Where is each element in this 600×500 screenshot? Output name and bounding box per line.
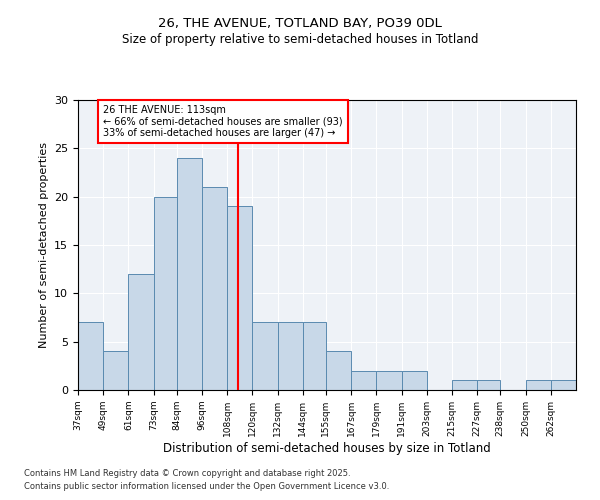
Bar [253,322,278,390]
Text: Contains public sector information licensed under the Open Government Licence v3: Contains public sector information licen… [24,482,389,491]
Bar [351,370,376,390]
Bar [177,158,202,390]
Bar [227,206,253,390]
X-axis label: Distribution of semi-detached houses by size in Totland: Distribution of semi-detached houses by … [163,442,491,454]
Bar [78,322,103,390]
Bar [477,380,500,390]
Bar [278,322,303,390]
Bar [326,352,351,390]
Bar [202,187,227,390]
Bar [452,380,477,390]
Y-axis label: Number of semi-detached properties: Number of semi-detached properties [38,142,49,348]
Bar [526,380,551,390]
Bar [551,380,576,390]
Bar [103,352,128,390]
Bar [154,196,177,390]
Bar [128,274,154,390]
Bar [303,322,326,390]
Text: 26, THE AVENUE, TOTLAND BAY, PO39 0DL: 26, THE AVENUE, TOTLAND BAY, PO39 0DL [158,18,442,30]
Text: Size of property relative to semi-detached houses in Totland: Size of property relative to semi-detach… [122,32,478,46]
Text: Contains HM Land Registry data © Crown copyright and database right 2025.: Contains HM Land Registry data © Crown c… [24,468,350,477]
Bar [376,370,401,390]
Text: 26 THE AVENUE: 113sqm
← 66% of semi-detached houses are smaller (93)
33% of semi: 26 THE AVENUE: 113sqm ← 66% of semi-deta… [103,105,343,138]
Bar [401,370,427,390]
